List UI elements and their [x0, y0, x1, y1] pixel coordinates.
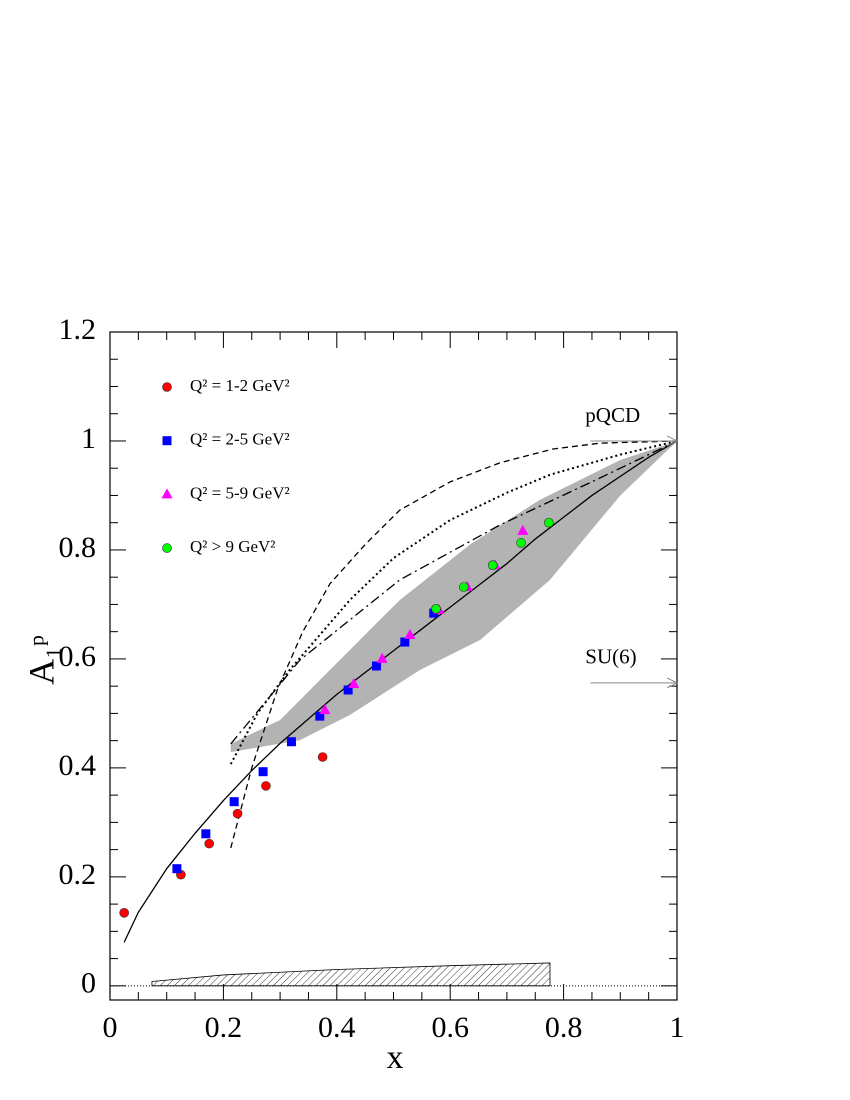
data-point [487, 560, 498, 571]
x-tick-label: 0.2 [205, 1011, 243, 1044]
data-point [319, 704, 331, 715]
y-tick-label: 0 [81, 967, 96, 1000]
model-curve [230, 440, 678, 745]
data-point [315, 711, 325, 721]
y-tick-label: 0.2 [59, 858, 97, 891]
legend-label: Q² > 9 GeV² [190, 537, 275, 556]
x-tick-label: 0.6 [431, 1011, 469, 1044]
data-point [376, 652, 388, 663]
x-tick-label: 0.4 [318, 1011, 356, 1044]
x-axis-label: x [387, 1039, 404, 1076]
data-point [371, 661, 381, 671]
data-point [229, 797, 239, 807]
x-tick-label: 0 [103, 1011, 118, 1044]
legend-marker [162, 382, 172, 392]
data-point [459, 582, 469, 592]
y-tick-label: 0.4 [59, 749, 97, 782]
legend-label: Q² = 5-9 GeV² [190, 483, 290, 502]
data-point [544, 517, 554, 528]
y-tick-label: 0.8 [59, 531, 97, 564]
x-tick-label: 0.8 [545, 1011, 583, 1044]
data-point [172, 864, 182, 874]
x-tick-label: 1 [670, 1011, 685, 1044]
data-point [286, 737, 296, 747]
data-point [201, 829, 211, 839]
legend-marker [162, 436, 172, 446]
systematic-error [151, 962, 551, 987]
legend-label: Q² = 1-2 GeV² [190, 376, 290, 395]
data-point [431, 603, 441, 614]
data-point [400, 637, 410, 647]
y-tick-label: 0.6 [59, 640, 97, 673]
y-tick-label: 1 [81, 422, 96, 455]
y-tick-label: 1.2 [59, 313, 97, 346]
model-curve [230, 440, 678, 849]
data-point [204, 838, 215, 849]
data-point [404, 628, 416, 639]
arrow-head [666, 435, 679, 447]
data-point [429, 608, 439, 618]
legend-label: Q² = 2-5 GeV² [190, 430, 290, 449]
data-point [516, 538, 526, 548]
legend-marker [162, 543, 172, 553]
legend-marker [161, 488, 173, 499]
data-point [232, 808, 243, 819]
data-point [317, 752, 328, 762]
annotation-label: SU(6) [585, 645, 636, 669]
data-point [261, 781, 271, 791]
data-point [258, 767, 268, 777]
arrow-head [666, 677, 679, 689]
annotation-label: pQCD [585, 403, 640, 427]
data-point [517, 524, 529, 535]
y-axis-label: A₁ᵖ [21, 635, 61, 685]
model-band [230, 440, 677, 753]
model-curve [123, 440, 678, 943]
data-point [348, 677, 360, 688]
data-point [343, 685, 353, 695]
data-point [119, 908, 129, 918]
